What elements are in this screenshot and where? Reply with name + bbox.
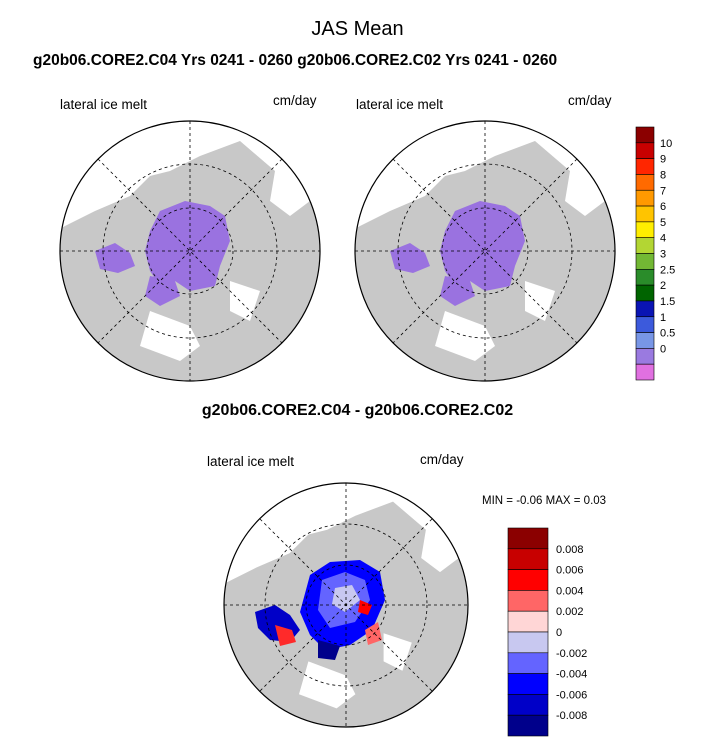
colorbar-diff-swatch bbox=[507, 590, 549, 612]
max-label: MAX = bbox=[545, 495, 581, 507]
colorbar-top-tick-label: 8 bbox=[660, 169, 666, 181]
colorbar-top-swatch bbox=[635, 189, 655, 207]
colorbar-diff: 0.008 0.006 0.004 0.002 0 -0.002 -0.004 -0.006 -… bbox=[507, 527, 587, 737]
diff-graticule bbox=[224, 483, 468, 727]
colorbar-top-tick-label: 0 bbox=[660, 343, 666, 355]
colorbar-diff-swatch bbox=[507, 714, 549, 737]
min-max-readout: MIN = -0.06 MAX = 0.03 bbox=[482, 495, 606, 507]
min-value: -0.06 bbox=[516, 495, 543, 507]
diff-title: g20b06.CORE2.C04 - g20b06.CORE2.C02 bbox=[201, 402, 514, 419]
colorbar-diff-tick-label: -0.002 bbox=[556, 648, 587, 660]
colorbar-top-tick-label: 2 bbox=[660, 280, 666, 292]
colorbar-top-tick-label: 0.5 bbox=[660, 328, 675, 340]
colorbar-diff-swatch bbox=[507, 548, 549, 570]
colorbar-top-swatch bbox=[635, 300, 655, 318]
max-value: 0.03 bbox=[583, 495, 607, 507]
colorbar-top-swatch bbox=[635, 284, 655, 302]
map1-boundary bbox=[59, 120, 321, 382]
colorbar-top-tick-label: 4 bbox=[660, 233, 666, 245]
colorbar-diff-tick-label: -0.004 bbox=[556, 669, 587, 681]
colorbar-diff-tick-label: -0.008 bbox=[556, 710, 587, 722]
colorbar-top-tick-label: 1.5 bbox=[660, 296, 675, 308]
min-label: MIN = bbox=[482, 495, 513, 507]
diff-label: lateral ice melt bbox=[207, 454, 295, 469]
map2-boundary bbox=[354, 120, 616, 382]
colorbar-diff-swatch bbox=[507, 694, 549, 716]
colorbar-top-swatch bbox=[635, 126, 655, 144]
colorbar-top-swatch bbox=[635, 158, 655, 175]
panel2-units: cm/day bbox=[568, 93, 612, 108]
colorbar-top-swatch bbox=[635, 205, 655, 223]
colorbar-top-tick-label: 5 bbox=[660, 217, 666, 229]
colorbar-top-tick-label: 3 bbox=[660, 249, 666, 261]
map1-graticule bbox=[60, 121, 320, 381]
colorbar-diff-swatch bbox=[507, 527, 549, 550]
panel1-units: cm/day bbox=[273, 93, 317, 108]
colorbar-top-swatch bbox=[635, 332, 655, 349]
colorbar-diff-swatch bbox=[507, 569, 549, 591]
diff-units: cm/day bbox=[420, 452, 464, 467]
colorbar-diff-tick-label: 0.004 bbox=[556, 585, 584, 597]
colorbar-diff-swatch bbox=[507, 652, 549, 674]
colorbar-top-swatch bbox=[635, 316, 655, 333]
map-panel-2 bbox=[354, 120, 616, 382]
figure-title: JAS Mean bbox=[311, 18, 404, 40]
map-panel-diff bbox=[223, 482, 469, 728]
colorbar-top-tick-label: 6 bbox=[660, 201, 666, 213]
diff-boundary bbox=[223, 482, 469, 728]
colorbar-top-tick-label: 2.5 bbox=[660, 264, 675, 276]
colorbar-diff-tick-label: 0 bbox=[556, 627, 562, 639]
colorbar-top-tick-label: 10 bbox=[660, 138, 672, 150]
figure-subtitle: g20b06.CORE2.C04 Yrs 0241 - 0260 g20b06.… bbox=[33, 52, 558, 69]
colorbar-diff-tick-label: 0.008 bbox=[556, 544, 584, 556]
colorbar-top-swatch bbox=[635, 174, 655, 191]
colorbar-diff-tick-label: -0.006 bbox=[556, 689, 587, 701]
colorbar-top: 10 9 8 7 6 5 4 3 2.5 2 1.5 1 0.5 0 bbox=[635, 126, 675, 381]
colorbar-diff-swatch bbox=[507, 631, 549, 654]
map2-graticule bbox=[355, 121, 615, 381]
colorbar-diff-swatch bbox=[507, 610, 549, 633]
colorbar-top-swatch bbox=[635, 363, 655, 381]
colorbar-top-tick-label: 7 bbox=[660, 185, 666, 197]
colorbar-top-swatch bbox=[635, 142, 655, 159]
colorbar-top-tick-label: 1 bbox=[660, 312, 666, 324]
colorbar-top-swatch bbox=[635, 348, 655, 365]
diff-field bbox=[255, 560, 385, 660]
colorbar-diff-tick-label: 0.002 bbox=[556, 606, 584, 618]
panel2-label: lateral ice melt bbox=[356, 97, 444, 112]
colorbar-diff-tick-label: 0.006 bbox=[556, 565, 584, 577]
map-panel-1 bbox=[59, 120, 321, 382]
colorbar-top-tick-label: 9 bbox=[660, 154, 666, 166]
colorbar-top-swatch bbox=[635, 253, 655, 270]
colorbar-top-swatch bbox=[635, 237, 655, 254]
colorbar-diff-swatch bbox=[507, 673, 549, 695]
colorbar-top-swatch bbox=[635, 269, 655, 286]
colorbar-top-swatch bbox=[635, 221, 655, 238]
panel1-label: lateral ice melt bbox=[60, 97, 148, 112]
